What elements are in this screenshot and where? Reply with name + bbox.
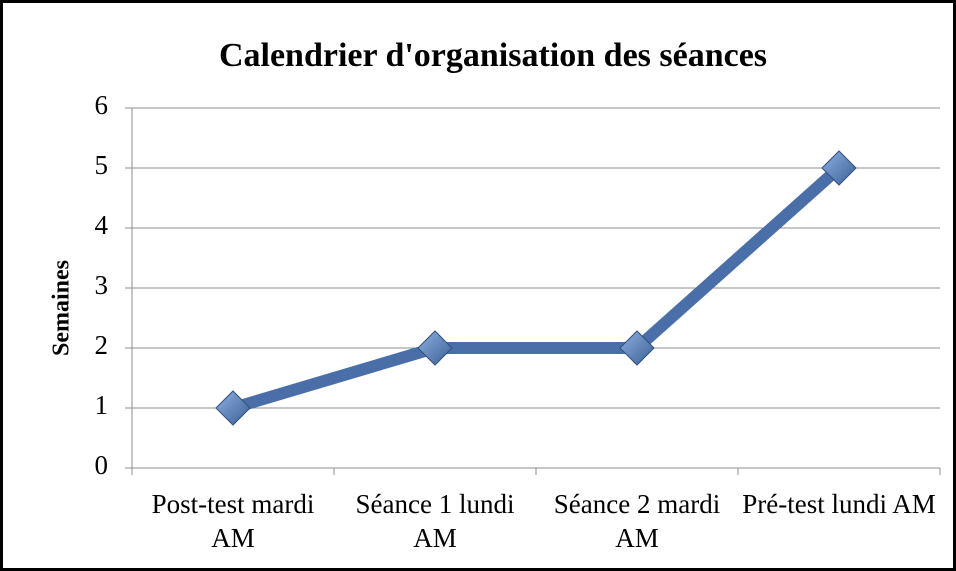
- x-tick-label: Séance 1 lundi AM: [355, 489, 515, 553]
- marker: [619, 330, 655, 366]
- y-tick-label: 2: [95, 330, 109, 360]
- chart: Calendrier d'organisation des séances Se…: [49, 37, 941, 480]
- y-tick-label: 0: [95, 450, 109, 480]
- y-axis-label: Semaines: [49, 260, 75, 356]
- y-tick-label: 3: [95, 270, 109, 300]
- x-tick-label: Pré-test lundi AM: [742, 489, 936, 519]
- y-tick-label: 1: [95, 390, 109, 420]
- line: [231, 163, 843, 414]
- marker: [215, 390, 251, 426]
- y-tick-label: 5: [95, 150, 109, 180]
- chart-title: Calendrier d'organisation des séances: [219, 37, 767, 74]
- marker: [417, 330, 453, 366]
- marker: [821, 150, 857, 186]
- x-tick-label: Post-test mardi AM: [151, 489, 315, 553]
- x-tick-label: Séance 2 mardi AM: [553, 489, 721, 553]
- y-tick-label: 6: [95, 90, 109, 120]
- y-tick-label: 4: [95, 210, 109, 240]
